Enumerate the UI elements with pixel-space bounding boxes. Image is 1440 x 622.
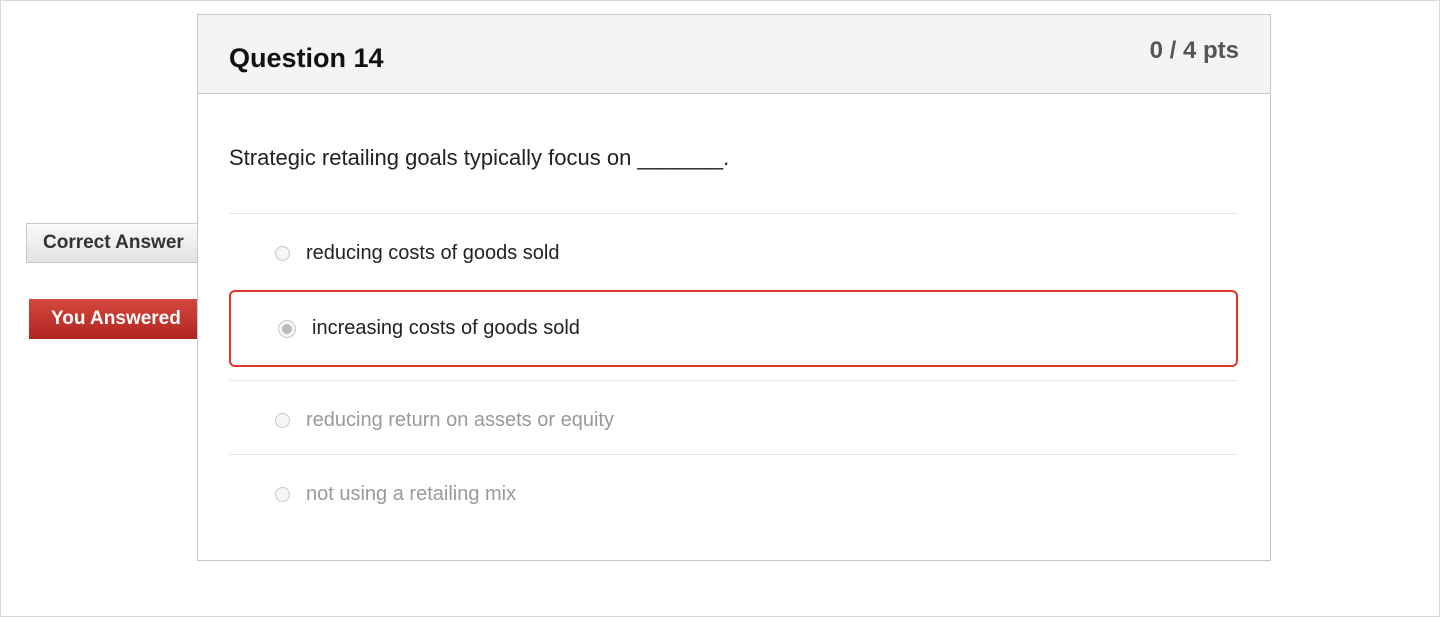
question-header: Question 14 0 / 4 pts: [198, 15, 1270, 94]
question-text: Strategic retailing goals typically focu…: [229, 145, 730, 170]
answer-label: reducing return on assets or equity: [306, 408, 614, 431]
correct-answer-label: Correct Answer: [43, 232, 184, 253]
answer-option[interactable]: reducing return on assets or equity: [229, 400, 1238, 440]
you-answered-flag: You Answered: [29, 299, 223, 339]
you-answered-label: You Answered: [51, 308, 181, 329]
divider: [229, 213, 1238, 214]
question-title: Question 14: [229, 43, 384, 73]
answer-option[interactable]: reducing costs of goods sold: [229, 233, 1238, 273]
answer-label: not using a retailing mix: [306, 482, 517, 505]
question-points: 0 / 4 pts: [1149, 37, 1239, 64]
divider: [229, 380, 1238, 381]
question-card: Question 14 0 / 4 pts Strategic retailin…: [197, 14, 1271, 561]
radio-button[interactable]: [275, 412, 290, 428]
answer-option[interactable]: not using a retailing mix: [229, 474, 1238, 514]
divider: [229, 454, 1238, 455]
radio-button[interactable]: [275, 486, 290, 502]
correct-answer-flag: Correct Answer: [26, 223, 222, 263]
radio-button-selected[interactable]: [278, 319, 296, 338]
radio-button[interactable]: [275, 245, 290, 261]
answer-option-selected[interactable]: increasing costs of goods sold: [229, 290, 1238, 367]
answer-label: reducing costs of goods sold: [306, 241, 560, 264]
answer-label: increasing costs of goods sold: [312, 317, 580, 339]
